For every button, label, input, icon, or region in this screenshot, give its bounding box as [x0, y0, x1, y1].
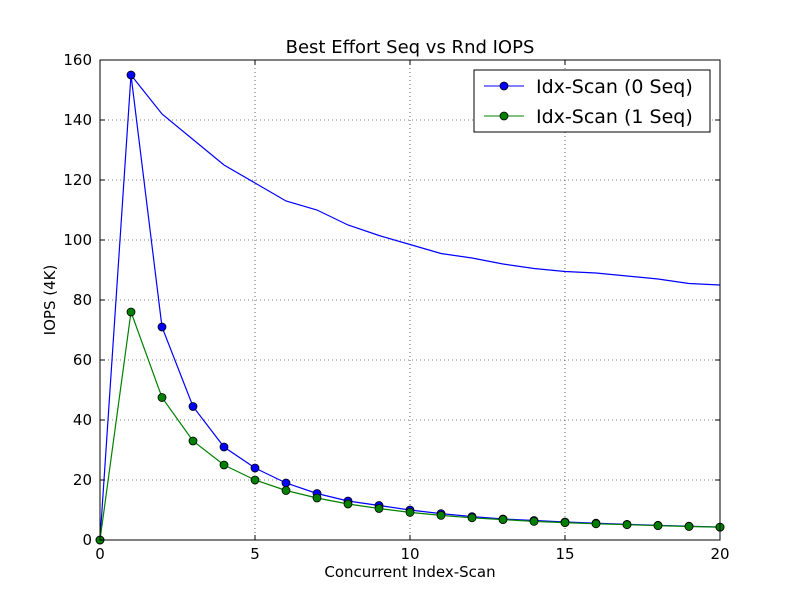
data-point-1	[374, 504, 384, 513]
data-point-0	[281, 478, 291, 488]
data-point-0	[188, 402, 198, 411]
data-point-0	[157, 322, 167, 332]
data-point-0	[126, 70, 136, 80]
legend-label-0: Idx-Scan (0 Seq)	[536, 76, 693, 98]
data-point-1	[622, 520, 632, 530]
data-point-1	[312, 493, 322, 503]
y-tick-label: 40	[73, 411, 92, 429]
data-point-1	[529, 517, 539, 526]
y-tick-label: 80	[73, 291, 92, 309]
data-point-1	[126, 307, 136, 317]
data-point-1	[219, 460, 229, 470]
data-point-1	[436, 511, 446, 520]
data-point-1	[560, 518, 570, 527]
x-tick-label: 0	[95, 545, 105, 563]
y-tick-label: 0	[82, 531, 92, 549]
x-axis-label: Concurrent Index-Scan	[324, 563, 495, 581]
ticks: 0 5 10 15 20 0 20 40 60 80 100 120 140 160	[63, 51, 729, 563]
legend-label-1: Idx-Scan (1 Seq)	[536, 106, 693, 128]
y-tick-label: 60	[73, 351, 92, 369]
data-point-1	[653, 521, 663, 530]
y-axis-label: IOPS (4K)	[41, 265, 59, 336]
series-line-2	[130, 74, 721, 286]
data-point-1	[343, 499, 353, 509]
y-tick-label: 120	[63, 171, 92, 189]
data-point-1	[188, 436, 198, 446]
x-tick-label: 5	[250, 545, 260, 563]
y-tick-label: 140	[63, 111, 92, 129]
data-point-1	[467, 513, 477, 523]
legend-marker-1	[499, 111, 509, 121]
data-point-0	[250, 463, 260, 473]
legend-box	[473, 69, 711, 133]
y-tick-label: 100	[63, 231, 92, 249]
x-tick-label: 20	[710, 545, 729, 563]
data-point-1	[591, 519, 601, 529]
data-point-1	[157, 393, 167, 402]
data-point-1	[498, 515, 508, 524]
x-tick-label: 15	[555, 545, 574, 563]
y-tick-label: 160	[63, 51, 92, 69]
data-point-1	[281, 486, 291, 495]
chart-title: Best Effort Seq vs Rnd IOPS	[286, 37, 535, 58]
data-point-1	[684, 522, 694, 531]
y-tick-label: 20	[73, 471, 92, 489]
legend: Idx-Scan (0 Seq) Idx-Scan (1 Seq)	[473, 69, 711, 133]
data-point-1	[405, 508, 415, 517]
x-tick-label: 10	[400, 545, 419, 563]
legend-marker-0	[499, 81, 509, 91]
data-point-1	[250, 475, 260, 485]
data-point-0	[219, 442, 229, 452]
